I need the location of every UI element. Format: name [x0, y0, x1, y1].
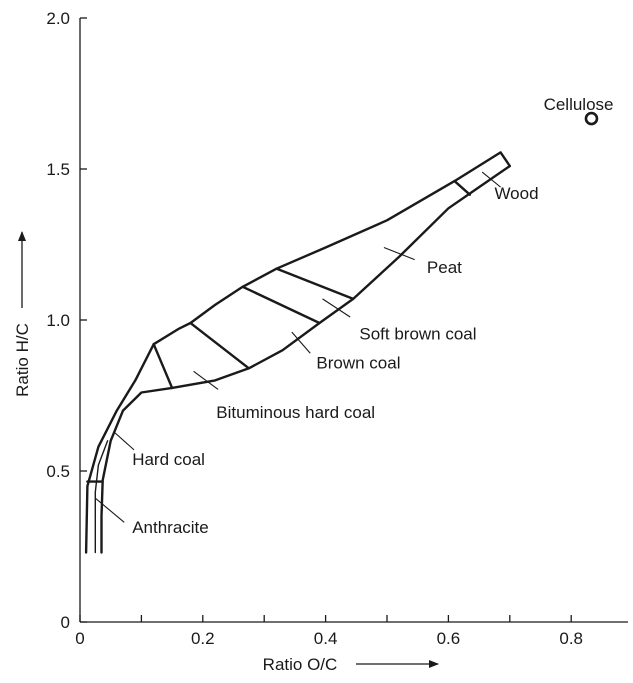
y-tick-label: 1.5 — [46, 160, 70, 179]
y-ticks: 0 0.5 1.0 1.5 2.0 — [46, 9, 87, 632]
label-leader-line — [113, 431, 135, 451]
region-label: Brown coal — [316, 353, 400, 372]
band-lower-boundary — [100, 164, 511, 554]
rank-divider — [453, 179, 472, 196]
region-label: Soft brown coal — [359, 325, 476, 344]
y-tick-label: 1.0 — [46, 311, 70, 330]
y-tick-label: 2.0 — [46, 9, 70, 28]
region-label: Hard coal — [132, 450, 205, 469]
label-leaders — [94, 171, 501, 523]
y-axis-label: Ratio H/C — [13, 323, 32, 397]
x-tick-label: 0.6 — [437, 629, 461, 648]
rank-dividers — [86, 179, 472, 483]
region-label: Wood — [494, 184, 538, 203]
y-tick-label: 0 — [61, 613, 70, 632]
rank-divider — [189, 321, 251, 370]
rank-divider — [275, 267, 355, 301]
label-leader-line — [94, 497, 125, 523]
x-axis-label: Ratio O/C — [263, 655, 338, 674]
rank-divider — [152, 342, 174, 390]
y-axis: 0 0.5 1.0 1.5 2.0 Ratio H/C — [13, 9, 87, 632]
x-tick-label: 0.4 — [314, 629, 338, 648]
region-label: Cellulose — [544, 95, 614, 114]
plot-area: Cellulose Wood Peat Soft brown coal Brown co… — [84, 95, 614, 554]
x-axis-title: Ratio O/C — [263, 655, 439, 674]
region-label: Peat — [427, 258, 462, 277]
x-tick-label: 0.8 — [559, 629, 583, 648]
anthracite-inner-contour — [94, 440, 109, 554]
data-points — [584, 111, 599, 126]
label-leader-line — [193, 370, 219, 390]
x-tick-label: 0 — [75, 629, 84, 648]
label-leader-line — [383, 247, 415, 261]
x-axis: 0 0.2 0.4 0.6 0.8 Ratio O/C — [75, 615, 628, 674]
band-upper-boundary — [84, 151, 511, 554]
x-tick-label: 0.2 — [191, 629, 215, 648]
label-leader-line — [291, 331, 311, 354]
cellulose-point — [584, 111, 599, 126]
y-axis-title: Ratio H/C — [13, 231, 32, 397]
x-ticks: 0 0.2 0.4 0.6 0.8 — [75, 615, 583, 648]
region-label: Bituminous hard coal — [216, 403, 375, 422]
label-leader-line — [481, 171, 501, 188]
y-tick-label: 0.5 — [46, 462, 70, 481]
rank-divider — [241, 285, 321, 325]
region-label: Anthracite — [132, 518, 209, 537]
region-labels: Cellulose Wood Peat Soft brown coal Brown co… — [132, 95, 613, 537]
label-leader-line — [322, 298, 351, 318]
